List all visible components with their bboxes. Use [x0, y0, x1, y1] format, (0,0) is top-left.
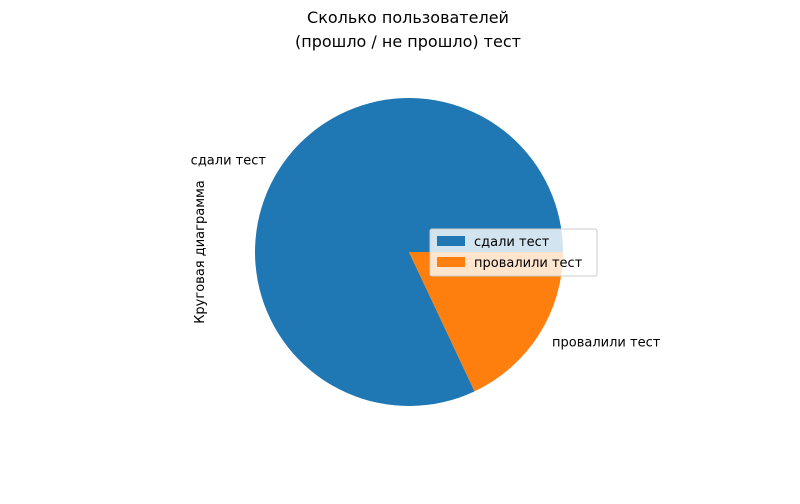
chart-title-line-2: (прошло / не прошло) тест — [295, 32, 521, 51]
legend: сдали тест провалили тест — [429, 228, 598, 277]
legend-label-failed: провалили тест — [474, 256, 583, 271]
legend-swatch-passed — [437, 236, 465, 246]
legend-swatch-failed — [437, 257, 465, 267]
legend-frame — [429, 228, 598, 277]
slice-label-failed: провалили тест — [552, 335, 661, 350]
pie-slice-failed — [409, 252, 563, 392]
slice-label-passed: сдали тест — [191, 154, 267, 169]
y-axis-label: Круговая диаграмма — [193, 180, 208, 324]
pie-slice-passed — [255, 97, 564, 406]
pie-slices — [255, 97, 564, 406]
pie-slice-labels: сдали тест провалили тест — [191, 154, 661, 351]
chart-title-line-1: Сколько пользователей — [307, 8, 509, 27]
legend-label-passed: сдали тест — [474, 235, 550, 250]
